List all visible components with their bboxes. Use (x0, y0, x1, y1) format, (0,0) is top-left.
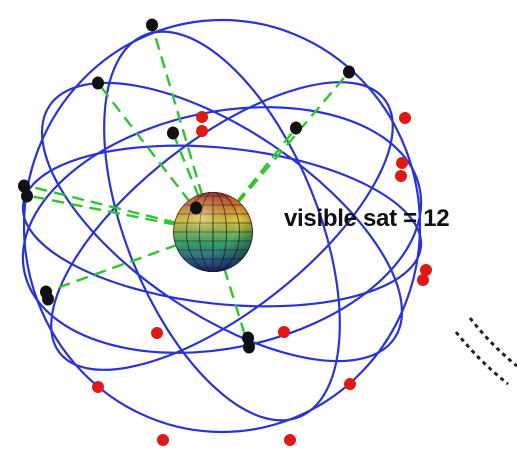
satellites-group (18, 18, 432, 446)
orbit-ring (22, 18, 422, 434)
hidden-satellite (92, 381, 104, 393)
orbit-ring (50, 81, 394, 371)
orbit-ring (40, 81, 404, 363)
line-of-sight (97, 82, 214, 233)
hidden-satellite (399, 112, 411, 124)
visible-satellite (18, 179, 30, 193)
orbit-ring (21, 144, 423, 308)
hidden-satellite (395, 170, 407, 182)
hidden-satellite (196, 125, 208, 137)
hidden-satellite (417, 274, 429, 286)
visible-satellite (92, 76, 104, 90)
earth-shading (173, 192, 253, 272)
visible-satellites-caption: visible sat = 12 (284, 205, 449, 232)
dashed-arc-decoration (454, 317, 517, 386)
line-of-sight-group (23, 24, 350, 346)
line-of-sight (150, 24, 215, 233)
dashed-arc-inner (468, 317, 517, 368)
earth-globe (173, 192, 253, 272)
visible-satellite (146, 18, 158, 32)
hidden-satellite (344, 378, 356, 390)
visible-satellite (167, 126, 179, 140)
hidden-satellite (151, 327, 163, 339)
hidden-satellite (278, 326, 290, 338)
hidden-satellite (284, 434, 296, 446)
orbit-rings (21, 18, 423, 434)
visible-satellite (290, 121, 302, 135)
line-of-sight (23, 183, 214, 234)
hidden-satellite (420, 264, 432, 276)
visible-satellite (190, 201, 202, 215)
visible-satellite (343, 65, 355, 79)
line-of-sight (24, 193, 214, 234)
hidden-satellite (196, 111, 208, 123)
visible-satellite (243, 340, 255, 354)
line-of-sight (212, 71, 350, 233)
visible-satellite (42, 292, 54, 306)
hidden-satellite (396, 157, 408, 169)
visible-satellite (21, 189, 33, 203)
dashed-arc-outer (454, 331, 509, 386)
hidden-satellite (157, 434, 169, 446)
